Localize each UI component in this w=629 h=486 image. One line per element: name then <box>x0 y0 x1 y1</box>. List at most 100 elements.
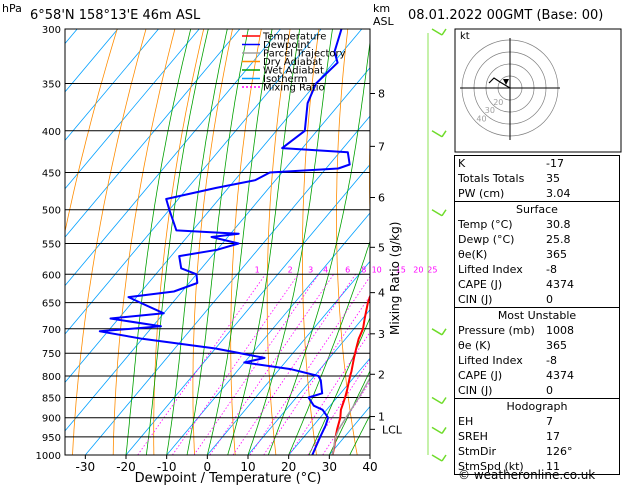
x-tick-label: 0 <box>204 460 212 474</box>
height-tick-label: 7 <box>378 140 385 153</box>
wind-barb-flag <box>441 426 447 434</box>
hodograph-row: SREH 17 <box>458 430 560 443</box>
legend-label: Mixing Ratio <box>263 83 325 94</box>
surface-row: CAPE (J) 4374 <box>458 278 574 291</box>
plot-frame <box>64 28 371 456</box>
mixing-ratio-tick-label: 3 <box>308 265 313 274</box>
surface-title: Surface <box>516 203 558 216</box>
dewpoint-series <box>98 29 351 455</box>
wind-barb <box>431 328 443 336</box>
isotherm-line <box>206 260 370 455</box>
pressure-tick-label: 700 <box>42 325 61 336</box>
hpa-unit: hPa <box>2 2 22 15</box>
legend-label: Dewpoint <box>263 40 311 51</box>
hodograph-row: StmSpd (kt) 11 <box>458 460 560 473</box>
pressure-tick-label: 550 <box>42 239 61 250</box>
x-tick-label: 30 <box>322 460 337 474</box>
most-unstable-row: Pressure (mb) 1008 <box>458 324 574 337</box>
isotherm-line <box>65 67 370 432</box>
wet-adiabat-line <box>308 316 370 455</box>
mixing-ratio-tick-label: 20 <box>413 265 423 274</box>
x-tick-label: 10 <box>240 460 255 474</box>
pressure-tick-label: 1000 <box>36 451 61 462</box>
pressure-axis: 300 350 400 450 500 550 600 650 700 750 800 850 900 9… <box>36 25 61 462</box>
hodograph-stats-title: Hodograph <box>506 400 568 413</box>
mixing-ratio-tick-label: 25 <box>427 265 437 274</box>
indices-box: K -17 Totals Totals 35 PW (cm) 3.04 <box>454 155 620 202</box>
pressure-tick-label: 950 <box>42 433 61 444</box>
pressure-tick-label: 350 <box>42 80 61 91</box>
pressure-tick-label: 300 <box>42 25 61 36</box>
temperature-axis: -30 -20 -10 0 10 20 30 40 <box>76 455 378 474</box>
height-tick-label: LCL <box>382 423 403 436</box>
pressure-tick-label: 500 <box>42 206 61 217</box>
isotherm-line <box>65 29 159 141</box>
pressure-tick-label: 850 <box>42 393 61 404</box>
wind-barb-flag <box>441 328 447 336</box>
most-unstable-row: CAPE (J) 4374 <box>458 369 574 382</box>
x-tick-label: -30 <box>76 460 96 474</box>
temperature-series <box>331 293 370 455</box>
most-unstable-row: CIN (J) 0 <box>458 384 553 397</box>
height-tick-label: 6 <box>378 192 385 205</box>
mixing-ratio-tick-label: 6 <box>345 265 350 274</box>
height-tick-label: 2 <box>378 368 385 381</box>
km-unit: km <box>373 2 391 15</box>
mixing-ratio-tick-label: 1 <box>255 265 260 274</box>
pressure-tick-label: 650 <box>42 299 61 310</box>
surface-row: θe(K) 365 <box>458 248 567 261</box>
datetime-title: 08.01.2022 00GMT (Base: 00) <box>408 8 604 23</box>
isotherm-line <box>84 115 370 455</box>
pressure-tick-label: 400 <box>42 127 61 138</box>
wind-barb-flag <box>441 28 447 36</box>
pressure-tick-label: 750 <box>42 349 61 360</box>
hodograph-trace <box>488 77 511 89</box>
isotherm-line <box>65 29 281 287</box>
wind-barbs <box>427 28 447 462</box>
parcel-trajectory-series <box>331 376 370 455</box>
wind-barb <box>431 426 443 435</box>
legend-label: Temperature <box>262 32 326 43</box>
surface-row: Lifted Index -8 <box>458 263 557 276</box>
wind-barb-flag <box>441 130 447 138</box>
surface-row: Dewp (°C) 25.8 <box>458 233 571 246</box>
most-unstable-title: Most Unstable <box>497 309 577 322</box>
pressure-tick-label: 600 <box>42 270 61 281</box>
wind-barb-flag <box>441 397 447 404</box>
height-tick-label: 8 <box>378 88 385 101</box>
wind-barb <box>431 454 443 462</box>
most-unstable-row: θe (K) 365 <box>458 339 567 352</box>
mixing-ratio-tick-label: 2 <box>288 265 293 274</box>
mixing-ratio-tick-label: 8 <box>361 265 366 274</box>
hodograph-ring-label: 40 <box>476 115 486 124</box>
index-row: Totals Totals 35 <box>458 172 560 185</box>
isotherm-line <box>65 29 363 383</box>
mixing-ratio-labels: 1 2 3 4 6 8 10 15 20 25 <box>255 265 438 274</box>
x-axis-label: Dewpoint / Temperature (°C) <box>135 471 322 486</box>
pressure-tick-label: 900 <box>42 414 61 425</box>
hodograph-row: EH 7 <box>458 415 553 428</box>
storm-motion-marker <box>503 79 509 85</box>
mixing-ratio-axis-label: Mixing Ratio (g/kg) <box>388 222 402 335</box>
x-tick-label: 20 <box>281 460 296 474</box>
x-tick-label: -10 <box>157 460 177 474</box>
indices-panel: K -17 Totals Totals 35 PW (cm) 3.04 Surface… <box>454 155 620 475</box>
mixing-ratio-tick-label: 15 <box>396 265 406 274</box>
surface-row: Temp (°C) 30.8 <box>458 218 571 231</box>
height-tick-label: 1 <box>378 411 385 424</box>
index-row: K -17 <box>458 157 564 170</box>
mixing-ratio-tick-label: 4 <box>323 265 328 274</box>
surface-row: CIN (J) 0 <box>458 293 553 306</box>
profile-lines <box>98 29 370 455</box>
index-row: PW (cm) 3.04 <box>458 187 571 200</box>
isotherm-line <box>65 29 241 238</box>
legend-label: Wet Adiabat <box>263 66 324 77</box>
mixing-ratio-line <box>137 274 266 455</box>
hodograph-row: StmDir 126° <box>458 445 573 458</box>
asl-unit: ASL <box>373 15 394 28</box>
height-tick-label: 5 <box>378 241 385 254</box>
isotherm-line <box>65 29 200 190</box>
most-unstable-row: Lifted Index -8 <box>458 354 557 367</box>
